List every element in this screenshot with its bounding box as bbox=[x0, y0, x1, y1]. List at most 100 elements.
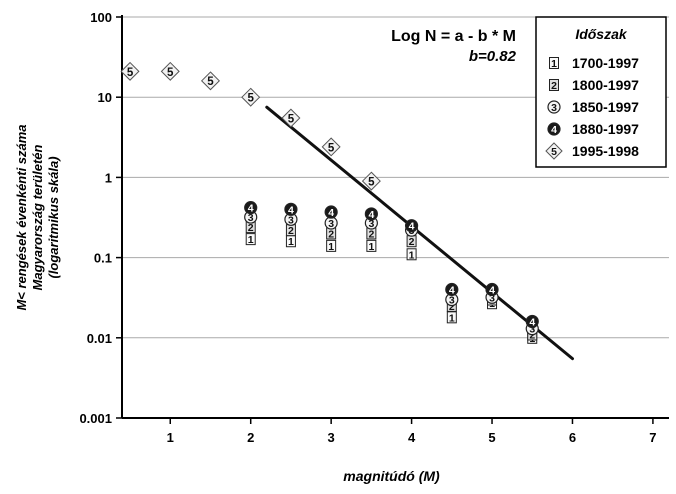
marker-shape bbox=[200, 71, 220, 91]
data-point-series-4: 4 bbox=[404, 219, 419, 233]
marker-label: 4 bbox=[368, 209, 374, 221]
marker-label: 4 bbox=[328, 207, 334, 219]
marker-shape bbox=[547, 122, 561, 136]
data-point-series-5: 5 bbox=[241, 87, 261, 107]
marker-shape bbox=[525, 314, 539, 329]
formula-text: Log N = a - b * M bbox=[391, 28, 516, 45]
marker-shape bbox=[321, 137, 341, 157]
data-point-series-1: 1 bbox=[326, 239, 337, 253]
legend-marker-3: 3 bbox=[547, 100, 561, 114]
data-point-series-4: 4 bbox=[525, 314, 539, 329]
marker-shape bbox=[160, 61, 180, 81]
legend-entry-label: 1850-1997 bbox=[572, 99, 639, 115]
data-point-series-1: 1 bbox=[245, 233, 256, 246]
y-tick-label: 0.001 bbox=[79, 411, 112, 426]
marker-label: 4 bbox=[529, 316, 535, 328]
legend-box bbox=[535, 16, 667, 168]
marker-label: 5 bbox=[328, 142, 335, 154]
marker-shape bbox=[404, 219, 419, 233]
y-axis-title-line: Magyarország területén bbox=[30, 144, 45, 290]
x-tick-label: 6 bbox=[569, 430, 576, 445]
marker-label: 3 bbox=[248, 212, 254, 224]
data-point-series-5: 5 bbox=[160, 61, 180, 81]
data-point-series-1: 1 bbox=[406, 248, 417, 261]
regression-line bbox=[265, 105, 574, 361]
marker-shape bbox=[445, 282, 459, 297]
data-point-series-2: 2 bbox=[285, 224, 296, 237]
data-point-series-4: 4 bbox=[244, 201, 258, 215]
marker-label: 2 bbox=[328, 228, 334, 240]
data-point-series-4: 4 bbox=[364, 207, 378, 221]
marker-shape bbox=[244, 201, 258, 215]
marker-shape bbox=[549, 79, 559, 91]
legend-entry-label: 1800-1997 bbox=[572, 77, 639, 93]
x-tick-label: 3 bbox=[328, 430, 335, 445]
marker-shape bbox=[281, 108, 301, 128]
marker-shape bbox=[120, 61, 140, 81]
legend-title: Időszak bbox=[575, 26, 628, 42]
y-axis-title-line: (logaritmikus skála) bbox=[46, 156, 61, 278]
data-point-series-2: 2 bbox=[406, 235, 417, 248]
marker-label: 5 bbox=[167, 67, 174, 79]
marker-label: 5 bbox=[551, 146, 557, 158]
y-tick-label: 1 bbox=[105, 170, 112, 185]
y-tick-label: 0.1 bbox=[94, 251, 112, 266]
data-point-series-4: 4 bbox=[445, 282, 459, 297]
data-point-series-1: 1 bbox=[366, 239, 377, 253]
marker-label: 2 bbox=[449, 301, 455, 313]
data-point-series-4: 4 bbox=[485, 282, 499, 297]
data-point-series-5: 5 bbox=[321, 137, 341, 157]
marker-shape bbox=[324, 205, 338, 219]
data-point-series-1: 1 bbox=[446, 311, 457, 324]
marker-label: 5 bbox=[127, 67, 134, 79]
marker-shape bbox=[545, 142, 563, 160]
marker-shape bbox=[284, 202, 298, 216]
marker-label: 1 bbox=[328, 241, 334, 253]
x-tick-label: 7 bbox=[649, 430, 656, 445]
legend-marker-2: 2 bbox=[549, 79, 559, 92]
marker-shape bbox=[241, 87, 261, 107]
marker-label: 5 bbox=[207, 76, 214, 88]
marker-label: 2 bbox=[551, 80, 557, 92]
legend-marker-5: 5 bbox=[545, 142, 563, 160]
data-point-series-5: 5 bbox=[281, 108, 301, 128]
b-value-text: b=0.82 bbox=[469, 48, 517, 65]
y-tick-label: 0.01 bbox=[87, 331, 112, 346]
y-tick-label: 10 bbox=[98, 90, 112, 105]
marker-shape bbox=[485, 282, 499, 297]
data-point-series-4: 4 bbox=[284, 202, 298, 216]
y-tick-label: 100 bbox=[90, 10, 112, 25]
marker-label: 5 bbox=[288, 113, 295, 125]
data-point-series-5: 5 bbox=[200, 71, 220, 91]
marker-label: 4 bbox=[409, 221, 415, 233]
marker-label: 3 bbox=[288, 214, 294, 226]
marker-shape bbox=[326, 239, 337, 252]
legend-entry-label: 1880-1997 bbox=[572, 121, 639, 137]
marker-shape bbox=[361, 171, 381, 191]
x-tick-label: 1 bbox=[167, 430, 174, 445]
data-point-series-5: 5 bbox=[120, 61, 140, 81]
marker-shape bbox=[406, 248, 417, 261]
marker-shape bbox=[364, 207, 378, 221]
marker-label: 1 bbox=[449, 312, 455, 324]
marker-label: 1 bbox=[409, 249, 415, 261]
marker-shape bbox=[366, 239, 377, 252]
marker-label: 2 bbox=[529, 329, 535, 341]
marker-shape bbox=[549, 57, 559, 69]
marker-label: 1 bbox=[248, 234, 254, 246]
data-point-series-5: 5 bbox=[361, 171, 381, 191]
legend-entry-label: 1700-1997 bbox=[572, 55, 639, 71]
legend-entry-label: 1995-1998 bbox=[572, 143, 639, 159]
data-point-series-1: 1 bbox=[285, 235, 296, 248]
marker-label: 2 bbox=[288, 225, 294, 237]
marker-label: 3 bbox=[449, 295, 455, 307]
marker-label: 5 bbox=[368, 176, 375, 188]
marker-label: 4 bbox=[248, 203, 254, 215]
x-tick-label: 2 bbox=[247, 430, 254, 445]
marker-label: 1 bbox=[551, 58, 557, 70]
x-tick-label: 4 bbox=[408, 430, 416, 445]
marker-label: 1 bbox=[288, 236, 294, 248]
marker-label: 2 bbox=[368, 228, 374, 240]
